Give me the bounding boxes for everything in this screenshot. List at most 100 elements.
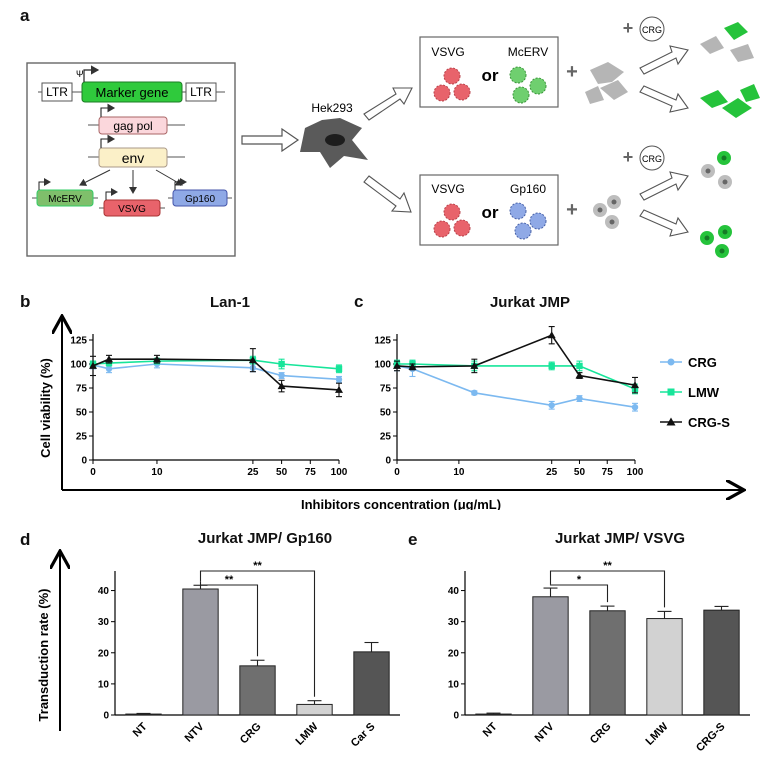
x-tick-label: 100 bbox=[331, 467, 348, 478]
bar bbox=[125, 713, 162, 716]
x-tick-label: 25 bbox=[546, 467, 558, 478]
psi-symbol: Ψ bbox=[76, 69, 84, 79]
significance-bracket bbox=[549, 570, 666, 608]
mcerv-gene-text: McERV bbox=[48, 194, 82, 205]
y-tick-label: 75 bbox=[380, 384, 392, 395]
y-tick-label: 40 bbox=[98, 586, 110, 597]
bar bbox=[532, 596, 569, 716]
bottom-box-left-label: VSVG bbox=[431, 182, 464, 196]
y-tick-label: 0 bbox=[103, 711, 109, 722]
data-point bbox=[575, 371, 584, 379]
legend-marker bbox=[667, 358, 675, 366]
y-tick-label: 75 bbox=[76, 384, 88, 395]
cell-line-label: Hek293 bbox=[311, 101, 353, 115]
y-tick-label: 10 bbox=[98, 679, 110, 690]
data-point bbox=[631, 404, 639, 411]
crg-badge-bottom: CRG bbox=[642, 154, 662, 164]
significance-label: ** bbox=[603, 560, 612, 572]
y-tick-label: 40 bbox=[448, 586, 460, 597]
x-tick-label: 75 bbox=[602, 467, 614, 478]
category-label: CRG bbox=[588, 721, 614, 747]
significance-label: ** bbox=[253, 560, 262, 572]
category-label: NTV bbox=[533, 720, 558, 745]
bar bbox=[475, 713, 512, 716]
data-point bbox=[547, 331, 556, 339]
bar-ylabel: Transduction rate (%) bbox=[36, 589, 51, 722]
data-point bbox=[152, 355, 161, 363]
x-tick-label: 50 bbox=[276, 467, 288, 478]
bar bbox=[703, 609, 740, 716]
svg-text:+: + bbox=[623, 147, 634, 167]
x-tick-label: 10 bbox=[453, 467, 465, 478]
panel-label-a: a bbox=[20, 6, 30, 25]
series-line-crg-s bbox=[92, 358, 340, 391]
data-point bbox=[89, 361, 97, 369]
crg-badge-top: CRG bbox=[642, 25, 662, 35]
bar bbox=[296, 703, 333, 716]
x-tick-label: 0 bbox=[394, 467, 400, 478]
top-box-or: or bbox=[482, 66, 499, 85]
ltr-left-text: LTR bbox=[46, 85, 68, 99]
svg-text:+: + bbox=[623, 18, 634, 38]
data-point bbox=[335, 376, 343, 383]
line-xlabel: Inhibitors concentration (μg/mL) bbox=[301, 497, 501, 510]
data-point bbox=[470, 361, 479, 369]
y-tick-label: 50 bbox=[380, 408, 392, 419]
top-box-right-label: McERV bbox=[508, 45, 548, 59]
bar bbox=[182, 588, 219, 716]
data-point bbox=[335, 385, 343, 393]
data-point bbox=[631, 381, 639, 389]
significance-bracket bbox=[549, 584, 609, 603]
legend-marker bbox=[667, 388, 675, 396]
line-charts: Cell viability (%) Inhibitors concentrat… bbox=[38, 310, 781, 510]
category-label: LMW bbox=[294, 720, 321, 747]
y-tick-label: 20 bbox=[448, 648, 460, 659]
chart-d-plot: 0 10 20 30 40 NT NTV CRG LMW Car S ** ** bbox=[98, 560, 400, 749]
x-tick-label: 25 bbox=[247, 467, 259, 478]
line-ylabel: Cell viability (%) bbox=[38, 358, 53, 458]
data-point bbox=[278, 372, 285, 379]
category-label: NT bbox=[131, 720, 150, 739]
series-line-crg-s bbox=[396, 334, 636, 386]
x-tick-label: 0 bbox=[90, 467, 96, 478]
legend-label: CRG bbox=[688, 355, 717, 370]
top-plus: + bbox=[566, 61, 578, 83]
marker-gene-box bbox=[81, 81, 183, 103]
data-point bbox=[408, 362, 417, 370]
data-point bbox=[471, 389, 478, 396]
y-tick-label: 30 bbox=[98, 617, 110, 628]
chart-b-plot: 0 25 50 75 100 125 0 10 25 50 75 100 bbox=[70, 334, 348, 478]
data-point bbox=[278, 360, 285, 368]
x-tick-label: 10 bbox=[151, 467, 163, 478]
category-label: Car S bbox=[349, 721, 378, 750]
data-point bbox=[548, 402, 555, 409]
data-point bbox=[105, 365, 113, 372]
significance-bracket bbox=[199, 581, 259, 657]
data-point bbox=[335, 365, 343, 372]
legend-label: CRG-S bbox=[688, 415, 730, 430]
y-tick-label: 0 bbox=[453, 711, 459, 722]
gag-pol-text: gag pol bbox=[113, 119, 152, 133]
chart-c-title: Jurkat JMP bbox=[489, 294, 571, 311]
x-tick-label: 100 bbox=[627, 467, 644, 478]
y-tick-label: 50 bbox=[76, 408, 88, 419]
y-tick-label: 10 bbox=[448, 679, 460, 690]
top-box-left-label: VSVG bbox=[431, 45, 464, 59]
category-label: NT bbox=[481, 720, 500, 739]
panel-label-d: d bbox=[20, 530, 31, 549]
data-point bbox=[576, 362, 583, 370]
data-point bbox=[548, 362, 555, 370]
gp160-gene-text: Gp160 bbox=[185, 194, 215, 205]
chart-d-title: Jurkat JMP/ Gp160 bbox=[197, 530, 333, 547]
x-tick-label: 50 bbox=[574, 467, 586, 478]
y-tick-label: 25 bbox=[380, 432, 392, 443]
y-tick-label: 30 bbox=[448, 617, 460, 628]
category-label: NTV bbox=[183, 720, 208, 745]
y-tick-label: 100 bbox=[70, 360, 87, 371]
bar bbox=[589, 610, 626, 716]
data-point bbox=[576, 395, 583, 402]
y-tick-label: 100 bbox=[374, 360, 391, 371]
chart-e-title: Jurkat JMP/ VSVG bbox=[554, 530, 686, 547]
data-point bbox=[104, 355, 113, 363]
